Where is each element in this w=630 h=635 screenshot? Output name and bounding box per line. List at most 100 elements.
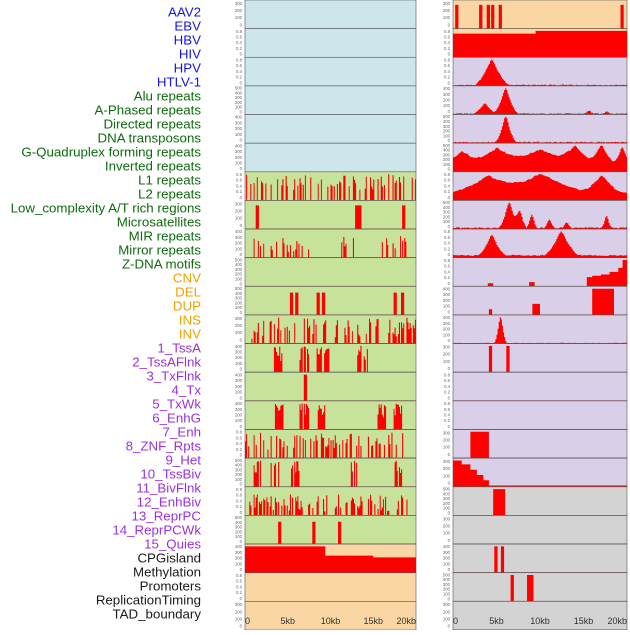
svg-text:100: 100 [235,361,243,366]
svg-text:400: 400 [235,544,243,549]
svg-text:Alu repeats: Alu repeats [134,89,202,104]
svg-text:0.2: 0.2 [444,75,451,80]
svg-text:0.6: 0.6 [236,435,243,440]
svg-text:0.2: 0.2 [444,390,451,395]
svg-text:400: 400 [235,229,243,234]
svg-text:300: 300 [235,407,243,412]
svg-text:100: 100 [235,418,243,423]
svg-text:200: 200 [443,466,451,471]
svg-text:300: 300 [235,149,243,154]
svg-text:100: 100 [443,617,451,622]
svg-text:200: 200 [443,609,451,614]
svg-text:4_Tx: 4_Tx [171,383,201,398]
svg-text:0.4: 0.4 [236,40,243,45]
svg-text:300: 300 [443,430,451,435]
svg-text:300: 300 [443,292,451,297]
svg-text:400: 400 [443,287,451,292]
svg-text:Promoters: Promoters [140,579,202,594]
svg-text:0.8: 0.8 [444,258,451,263]
svg-text:0.8: 0.8 [236,487,243,492]
svg-text:400: 400 [443,86,451,91]
svg-text:Low_complexity A/T rich region: Low_complexity A/T rich regions [11,201,202,216]
svg-text:400: 400 [235,115,243,120]
svg-text:0.8: 0.8 [236,573,243,578]
svg-text:CNV: CNV [173,271,201,286]
svg-text:DUP: DUP [173,299,201,314]
svg-text:15kb: 15kb [363,616,383,626]
svg-text:100: 100 [443,445,451,450]
svg-text:0.4: 0.4 [444,40,451,45]
svg-text:13_ReprPC: 13_ReprPC [132,509,202,524]
svg-text:0.8: 0.8 [236,430,243,435]
svg-text:400: 400 [235,344,243,349]
svg-text:ReplicationTiming: ReplicationTiming [96,593,201,608]
svg-text:0.6: 0.6 [444,378,451,383]
svg-text:200: 200 [443,352,451,357]
svg-text:300: 300 [443,345,451,350]
svg-text:0.8: 0.8 [444,401,451,406]
svg-text:0.6: 0.6 [236,493,243,498]
svg-text:5kb: 5kb [489,616,504,626]
svg-text:Microsatellites: Microsatellites [117,215,202,230]
svg-text:0.8: 0.8 [444,172,451,177]
svg-text:EBV: EBV [174,19,201,34]
svg-text:9_Het: 9_Het [166,453,202,468]
svg-text:0.2: 0.2 [236,504,243,509]
svg-text:100: 100 [235,161,243,166]
svg-text:100: 100 [235,561,243,566]
svg-text:G-Quadruplex forming repeats: G-Quadruplex forming repeats [21,145,201,160]
svg-text:0.8: 0.8 [236,57,243,62]
svg-text:0.4: 0.4 [444,183,451,188]
svg-text:300: 300 [235,120,243,125]
svg-text:20kb: 20kb [396,616,416,626]
svg-text:Directed repeats: Directed repeats [103,117,201,132]
svg-text:0.6: 0.6 [236,63,243,68]
svg-text:0: 0 [453,616,458,626]
svg-text:8_ZNF_Rpts: 8_ZNF_Rpts [126,439,202,454]
svg-text:CPGisland: CPGisland [137,551,201,566]
svg-text:300: 300 [235,602,243,607]
svg-text:0.6: 0.6 [444,264,451,269]
svg-text:L2 repeats: L2 repeats [138,187,201,202]
svg-text:AAV2: AAV2 [168,5,201,20]
svg-text:5_TxWk: 5_TxWk [152,397,201,412]
svg-text:2_TssAFlnk: 2_TssAFlnk [132,355,201,370]
svg-text:300: 300 [443,459,451,464]
svg-text:0.4: 0.4 [444,384,451,389]
svg-text:10_TssBiv: 10_TssBiv [140,467,201,482]
svg-text:INS: INS [179,313,201,328]
svg-text:12_EnhBiv: 12_EnhBiv [137,495,202,510]
svg-text:300: 300 [443,321,451,326]
svg-text:0.4: 0.4 [236,183,243,188]
svg-text:100: 100 [443,304,451,309]
svg-text:11_BivFlnk: 11_BivFlnk [136,481,201,496]
svg-text:15_Quies: 15_Quies [144,537,201,552]
svg-text:200: 200 [235,241,243,246]
svg-text:0.2: 0.2 [444,418,451,423]
svg-text:200: 200 [443,327,451,332]
svg-text:300: 300 [235,201,243,206]
svg-text:0.2: 0.2 [236,75,243,80]
svg-text:100: 100 [443,473,451,478]
svg-text:200: 200 [443,8,451,13]
svg-text:A-Phased repeats: A-Phased repeats [95,103,202,118]
svg-text:0.2: 0.2 [444,46,451,51]
svg-text:3_TxFlnk: 3_TxFlnk [146,369,201,384]
svg-text:300: 300 [235,235,243,240]
svg-text:100: 100 [443,531,451,536]
svg-text:0.6: 0.6 [444,178,451,183]
svg-text:0.2: 0.2 [444,246,451,251]
svg-text:200: 200 [235,384,243,389]
svg-text:400: 400 [443,544,451,549]
svg-text:200: 200 [443,556,451,561]
svg-text:20kb: 20kb [607,616,627,626]
svg-text:300: 300 [235,316,243,321]
svg-text:Z-DNA motifs: Z-DNA motifs [122,257,201,272]
svg-text:0.4: 0.4 [444,69,451,74]
svg-text:400: 400 [235,401,243,406]
svg-text:100: 100 [235,330,243,335]
svg-text:200: 200 [235,8,243,13]
svg-text:100: 100 [235,390,243,395]
svg-text:0.6: 0.6 [444,235,451,240]
svg-text:MIR repeats: MIR repeats [129,229,202,244]
